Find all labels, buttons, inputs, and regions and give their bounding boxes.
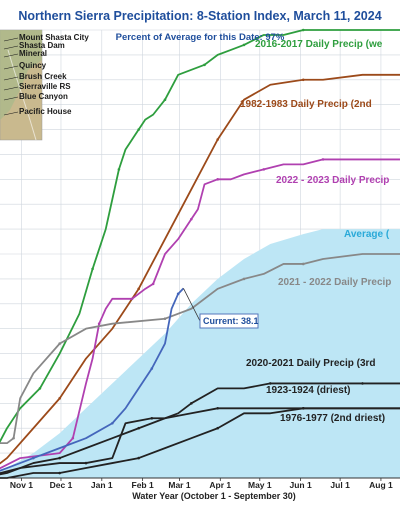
x-tick-label: Jan 1 <box>91 480 113 490</box>
current-callout: Current: 38.1 <box>183 288 259 329</box>
series-point <box>137 456 140 460</box>
station-label: Brush Creek <box>19 72 67 81</box>
series-point <box>301 28 305 32</box>
series-point <box>150 367 154 370</box>
series-point <box>163 317 167 321</box>
station-pointer <box>3 37 19 42</box>
series-label: 2020-2021 Daily Precip (3rd <box>246 358 376 369</box>
series-line <box>0 382 400 475</box>
series-point <box>269 382 272 385</box>
station-map-inset <box>0 29 43 141</box>
x-tick-label: Aug 1 <box>369 480 393 490</box>
x-tick-label: May 1 <box>248 480 272 490</box>
series-point <box>12 436 15 440</box>
x-tick-labels: Nov 1 Dec 1 Jan 1 Feb 1 Mar 1 Apr 1 May 1 Jun 1… <box>10 478 393 490</box>
series-point <box>361 382 364 385</box>
series-label: 1923-1924 (driest) <box>266 385 351 396</box>
series-point <box>151 282 155 286</box>
series-point <box>301 262 305 266</box>
series-point <box>190 217 193 221</box>
station-pointer <box>3 111 19 116</box>
station-label: Blue Canyon <box>19 92 68 101</box>
station-pointer <box>3 53 19 58</box>
series-point <box>137 287 140 291</box>
average-area <box>0 229 400 478</box>
series-line <box>0 407 400 479</box>
series-point <box>91 267 94 271</box>
x-tick-label: Apr 1 <box>209 480 231 490</box>
x-tick-label: Jul 1 <box>330 480 350 490</box>
current-label: Current: 38.1 <box>203 316 259 326</box>
label-layer: 2016-2017 Daily Precip (we 1982-1983 Dail… <box>240 39 391 424</box>
series-label: 2022 - 2023 Daily Precip <box>276 175 389 186</box>
series-line <box>0 73 400 465</box>
x-tick-label: Feb 1 <box>132 480 154 490</box>
chart-subtitle: Percent of Average for this Date: 97% <box>116 32 285 43</box>
series-point <box>71 436 75 440</box>
series-point <box>58 471 61 475</box>
series-point <box>150 416 154 420</box>
station-pointer <box>3 86 19 91</box>
station-pointer <box>3 96 19 101</box>
x-tick-label: Jun 1 <box>290 480 312 490</box>
series-point <box>216 407 219 410</box>
x-tick-label: Mar 1 <box>168 480 190 490</box>
series-point <box>242 277 246 281</box>
station-label: Mount Shasta City <box>19 33 89 42</box>
series-label: Average ( <box>344 229 390 240</box>
series-point <box>216 138 219 141</box>
station-label: Quincy <box>19 61 47 70</box>
series-point <box>216 178 219 181</box>
x-axis-title: Water Year (October 1 - September 30) <box>132 491 296 501</box>
station-label: Pacific House <box>19 107 72 116</box>
series-point <box>321 158 325 161</box>
current-box <box>199 313 259 329</box>
series-point <box>262 168 266 171</box>
series-point <box>190 402 193 405</box>
chart-title: Northern Sierra Precipitation: 8-Station… <box>18 9 381 23</box>
x-tick-label: Dec 1 <box>50 480 73 490</box>
series-point <box>176 292 180 296</box>
series-point <box>137 426 140 430</box>
series-point <box>242 43 246 47</box>
station-label: Shasta Dam <box>19 41 65 50</box>
series-point <box>130 297 134 301</box>
series-line <box>0 158 400 470</box>
series-point <box>32 456 35 460</box>
series-point <box>163 98 167 101</box>
series-line <box>0 29 400 444</box>
series-point <box>58 342 61 345</box>
series-point <box>216 426 219 430</box>
series-point <box>301 78 305 82</box>
series-label: 1976-1977 (2nd driest) <box>280 413 385 424</box>
series-label: 1982-1983 Daily Precip (2nd <box>240 99 372 110</box>
x-tick-label: Nov 1 <box>10 480 33 490</box>
station-pointer <box>3 45 19 50</box>
series-label: 2021 - 2022 Daily Precip <box>278 277 391 288</box>
series-label: 2016-2017 Daily Precip (we <box>255 39 383 50</box>
series-point <box>84 461 88 465</box>
series-layer <box>0 28 400 479</box>
current-leader-line <box>183 288 201 322</box>
series-point <box>203 63 206 67</box>
station-label: Sierraville RS <box>19 82 71 91</box>
series-point <box>137 128 140 131</box>
station-pointer <box>3 65 19 70</box>
series-point <box>97 322 101 325</box>
series-point <box>301 407 305 410</box>
series-point <box>38 387 42 390</box>
series-point <box>58 397 61 400</box>
station-pointer <box>3 76 19 81</box>
station-label: Mineral <box>19 49 47 58</box>
series-point <box>111 421 114 425</box>
series-line <box>0 287 185 472</box>
series-point <box>58 456 61 460</box>
series-point <box>117 168 121 171</box>
